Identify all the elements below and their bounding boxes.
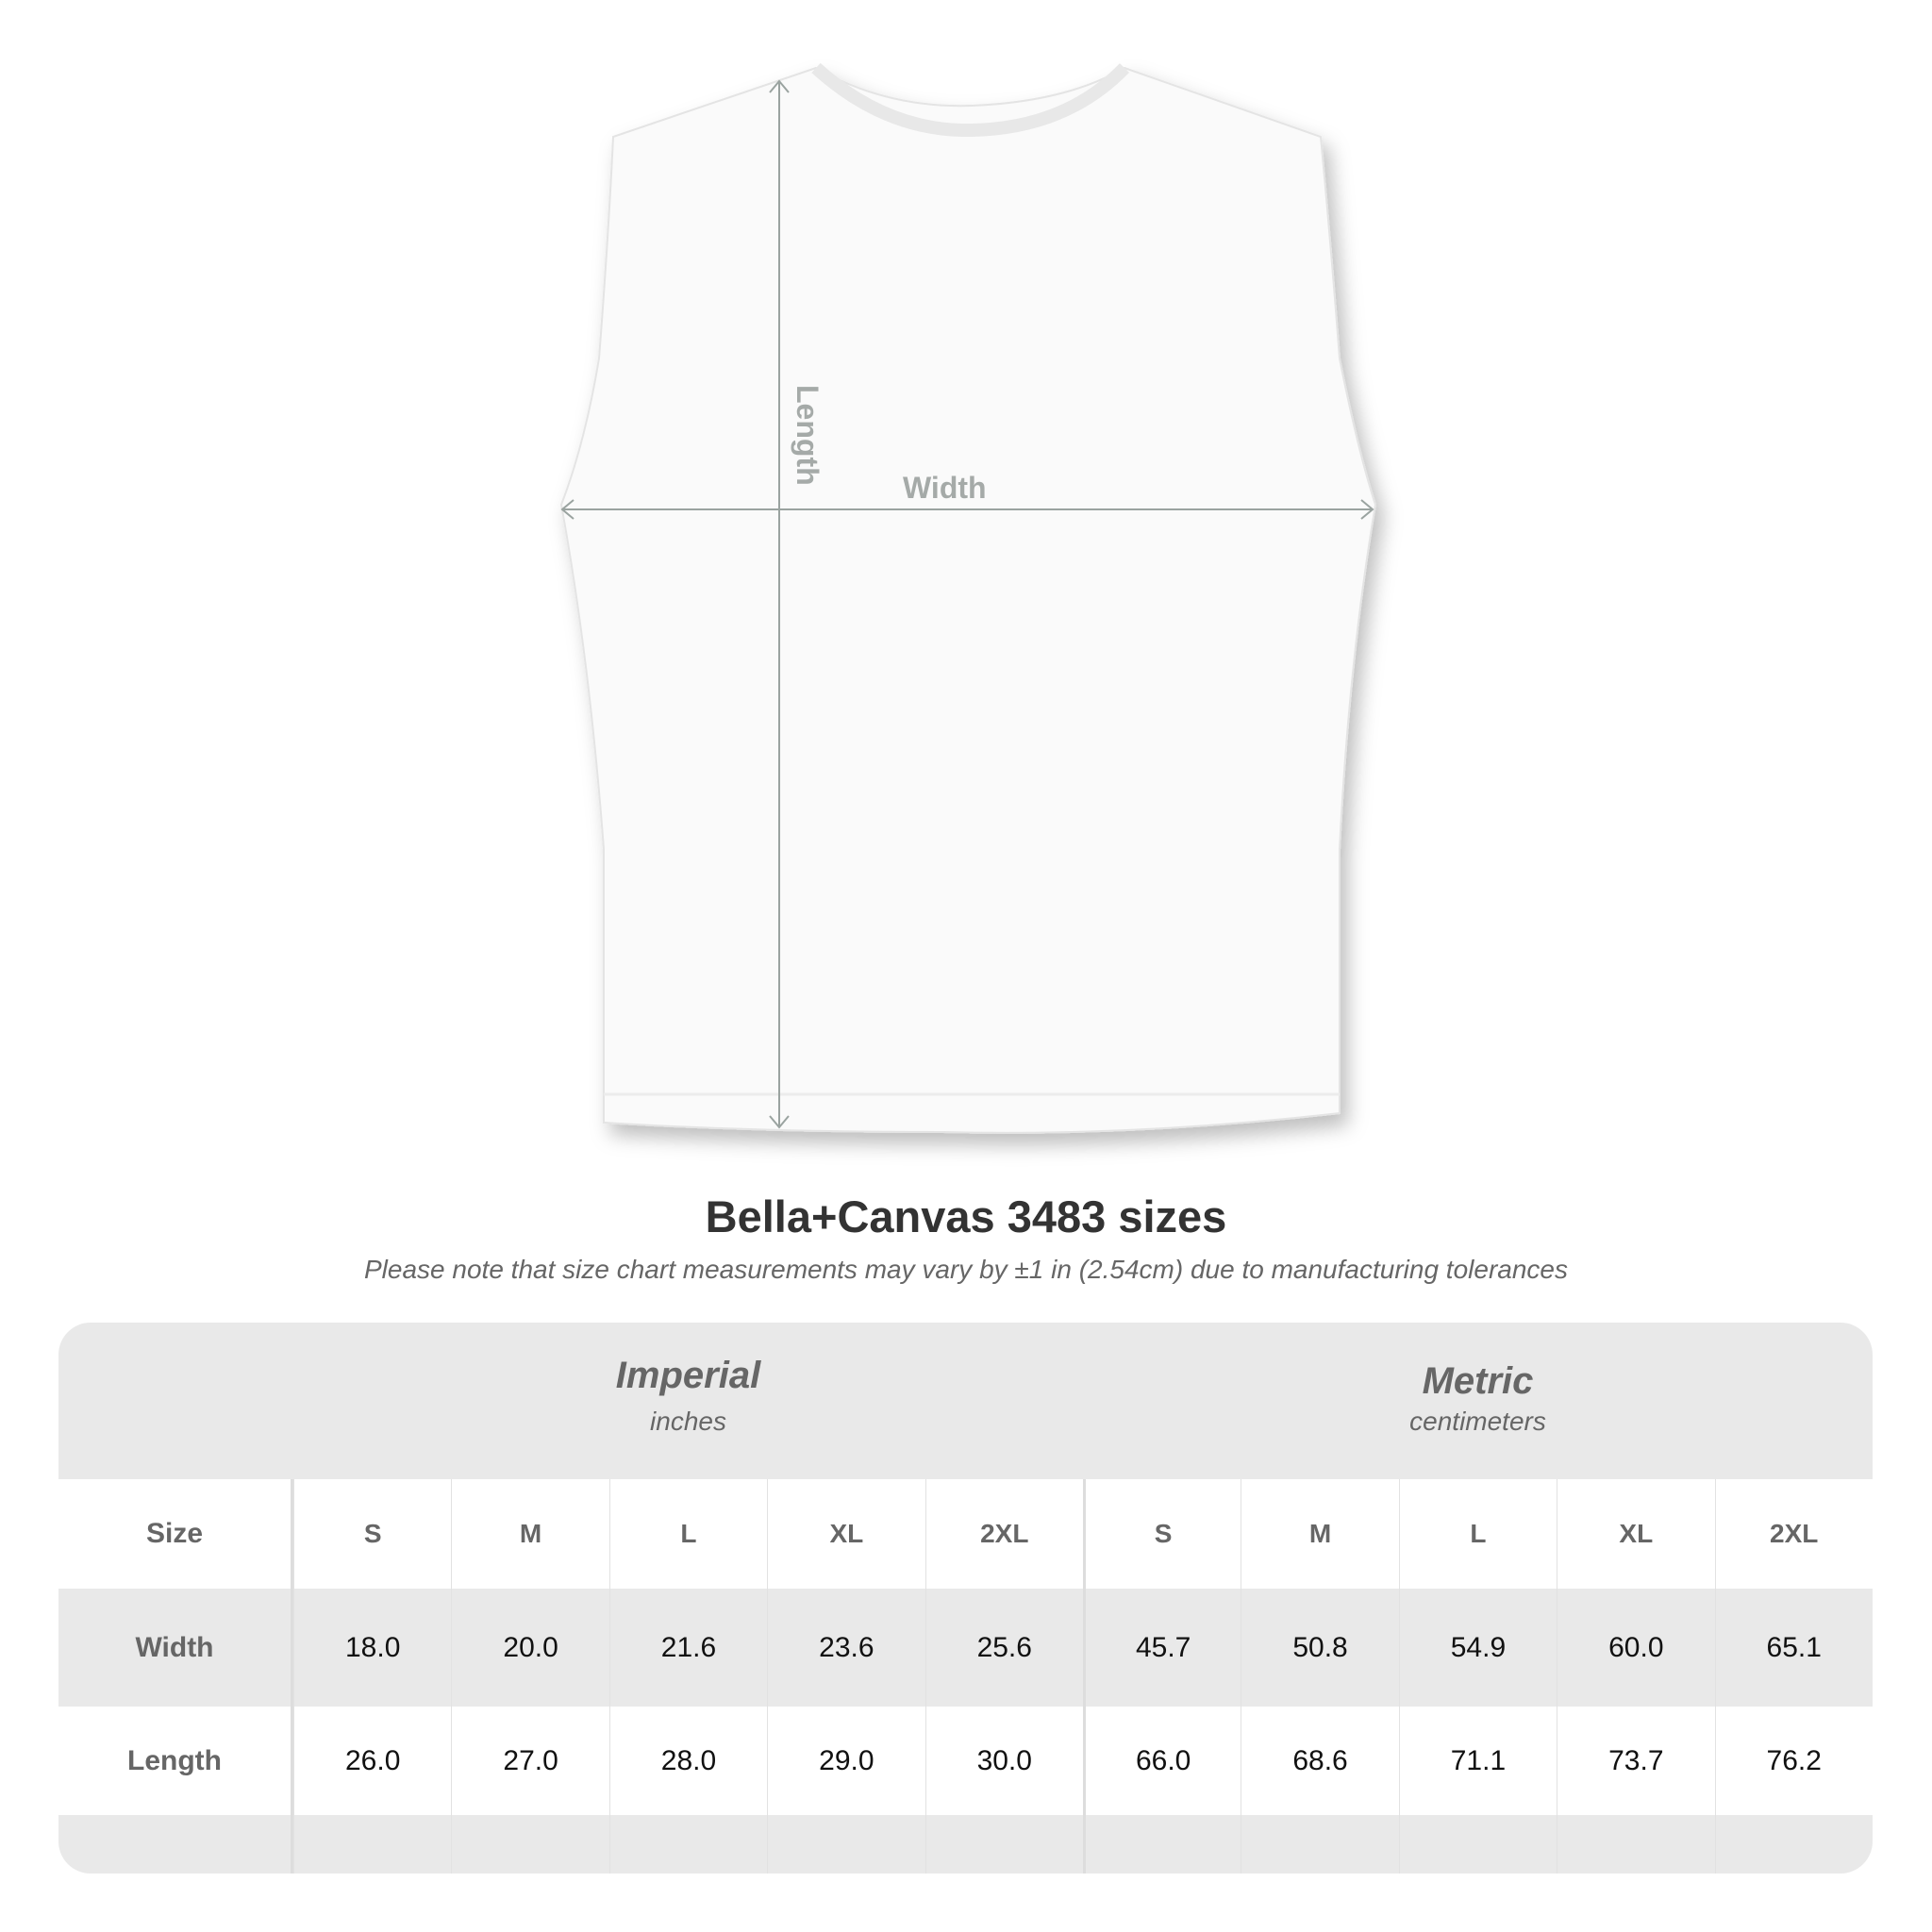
size-header-cell: S	[1082, 1479, 1241, 1589]
metric-unit: centimeters	[1409, 1407, 1546, 1436]
empty-cell	[293, 1815, 451, 1874]
table-cell: 71.1	[1398, 1707, 1557, 1815]
table-cell: 54.9	[1398, 1589, 1557, 1707]
row-label: Length	[58, 1707, 293, 1815]
table-cell: 60.0	[1557, 1589, 1714, 1707]
table-cell: 26.0	[293, 1707, 451, 1815]
size-header-cell: M	[1241, 1479, 1398, 1589]
size-header-cell: L	[1398, 1479, 1557, 1589]
empty-cell	[924, 1815, 1083, 1874]
size-label: Size	[58, 1479, 293, 1589]
empty-cell	[1398, 1815, 1557, 1874]
table-cell: 66.0	[1082, 1707, 1241, 1815]
metric-header: Metric centimeters	[1083, 1360, 1873, 1437]
size-header-cell: M	[451, 1479, 608, 1589]
size-header-cell: L	[608, 1479, 767, 1589]
size-header-cell: 2XL	[924, 1479, 1083, 1589]
table-cell: 76.2	[1714, 1707, 1873, 1815]
table-cell: 73.7	[1557, 1707, 1714, 1815]
size-table: Imperial inches Metric centimeters Size …	[58, 1323, 1873, 1874]
table-row: Length 26.0 27.0 28.0 29.0 30.0 66.0 68.6 71.1 7…	[58, 1707, 1873, 1815]
table-cell: 28.0	[608, 1707, 767, 1815]
imperial-heading: Imperial	[615, 1355, 761, 1396]
empty-cell	[1082, 1815, 1241, 1874]
length-arrow	[769, 79, 790, 1129]
footer-label-cell	[58, 1815, 293, 1874]
size-row: Size S M L XL 2XL S M L XL 2XL	[58, 1479, 1873, 1589]
table-cell: 50.8	[1241, 1589, 1398, 1707]
table-cell: 30.0	[924, 1707, 1083, 1815]
row-label: Width	[58, 1589, 293, 1707]
table-cell: 27.0	[451, 1707, 608, 1815]
table-cell: 29.0	[767, 1707, 924, 1815]
empty-cell	[1241, 1815, 1398, 1874]
size-header-cell: XL	[767, 1479, 924, 1589]
empty-cell	[451, 1815, 608, 1874]
empty-cell	[767, 1815, 924, 1874]
table-cell: 65.1	[1714, 1589, 1873, 1707]
metric-heading: Metric	[1422, 1360, 1534, 1402]
empty-cell	[1714, 1815, 1873, 1874]
tank-top-diagram: Length Width	[559, 62, 1377, 1134]
table-cell: 23.6	[767, 1589, 924, 1707]
length-label: Length	[791, 385, 824, 486]
tank-top-body	[559, 66, 1377, 1134]
size-header-cell: 2XL	[1714, 1479, 1873, 1589]
empty-cell	[1557, 1815, 1714, 1874]
collar	[811, 62, 1130, 138]
width-arrow	[560, 499, 1374, 520]
tolerance-note: Please note that size chart measurements…	[364, 1255, 1568, 1284]
table-cell: 45.7	[1082, 1589, 1241, 1707]
table-footer-row	[58, 1815, 1873, 1874]
size-header-cell: XL	[1557, 1479, 1714, 1589]
page-title: Bella+Canvas 3483 sizes	[705, 1191, 1227, 1241]
size-header-cell: S	[293, 1479, 451, 1589]
table-cell: 25.6	[924, 1589, 1083, 1707]
table-row: Width 18.0 20.0 21.6 23.6 25.6 45.7 50.8 54.9 60…	[58, 1589, 1873, 1707]
imperial-header: Imperial inches	[293, 1355, 1083, 1437]
table-cell: 21.6	[608, 1589, 767, 1707]
width-label: Width	[903, 471, 987, 505]
table-cell: 18.0	[293, 1589, 451, 1707]
empty-cell	[608, 1815, 767, 1874]
table-cell: 68.6	[1241, 1707, 1398, 1815]
table-cell: 20.0	[451, 1589, 608, 1707]
imperial-unit: inches	[650, 1407, 726, 1436]
